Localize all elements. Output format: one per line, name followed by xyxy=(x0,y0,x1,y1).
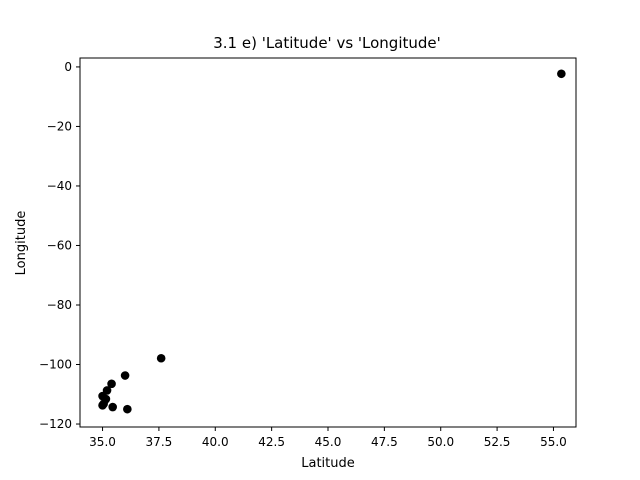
y-tick-label: −40 xyxy=(47,179,72,193)
x-tick-label: 40.0 xyxy=(202,435,229,449)
data-point xyxy=(120,371,130,380)
x-tick-label: 42.5 xyxy=(258,435,285,449)
y-axis-label: Longitude xyxy=(14,211,29,276)
x-tick-label: 47.5 xyxy=(371,435,398,449)
y-axis: 0 −20 −40 −60 −80 −100 −120 xyxy=(39,60,80,431)
data-point xyxy=(108,402,117,412)
data-point xyxy=(107,379,116,389)
y-tick-label: −20 xyxy=(47,119,72,133)
x-tick-label: 35.0 xyxy=(89,435,116,449)
chart-title: 3.1 e) 'Latitude' vs 'Longitude' xyxy=(213,34,441,52)
y-tick-label: −80 xyxy=(47,298,72,312)
data-point xyxy=(123,404,132,414)
x-tick-label: 45.0 xyxy=(315,435,342,449)
data-point xyxy=(98,400,107,410)
x-tick-label: 55.0 xyxy=(540,435,567,449)
data-points xyxy=(98,69,566,414)
data-point xyxy=(156,353,166,363)
plot-frame xyxy=(79,57,577,428)
y-tick-label: −100 xyxy=(39,358,72,372)
x-tick-label: 52.5 xyxy=(484,435,511,449)
y-tick-label: −120 xyxy=(39,417,72,431)
x-axis-label: Latitude xyxy=(301,456,355,471)
y-tick-label: −60 xyxy=(47,238,72,252)
x-axis: 35.0 37.5 40.0 42.5 45.0 47.5 50.0 52.5 55.0 xyxy=(89,427,567,449)
y-tick-label: 0 xyxy=(64,60,72,74)
plot-area: 35.0 37.5 40.0 42.5 45.0 47.5 50.0 52.5 55.0 0 −2… xyxy=(39,57,577,449)
data-point xyxy=(557,69,566,79)
x-tick-label: 37.5 xyxy=(146,435,173,449)
x-tick-label: 50.0 xyxy=(427,435,454,449)
